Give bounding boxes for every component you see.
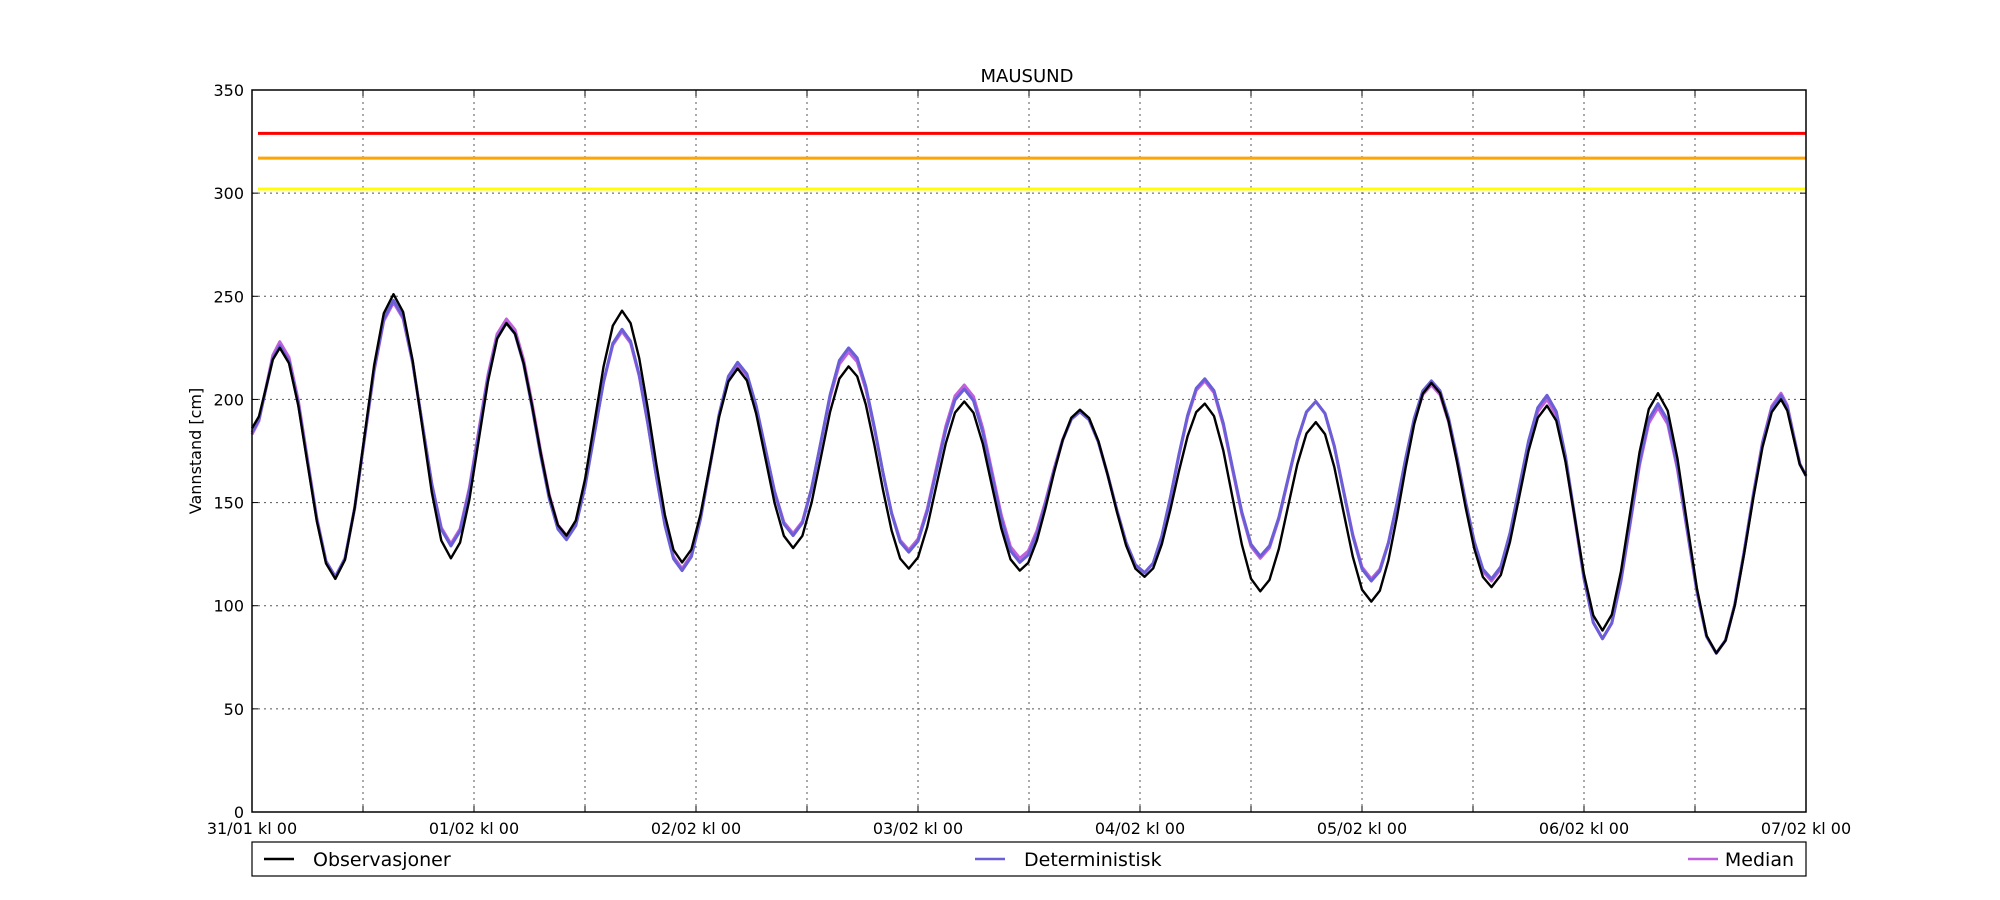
legend: Observasjoner Deterministisk Median (251, 841, 1807, 877)
series-lines (250, 293, 1808, 655)
y-tick-label: 300 (213, 184, 244, 203)
legend-box (251, 841, 1807, 877)
axis-ticks: 0 50 100 150 200 250 300 350 31/01 kl 00 01/02 kl… (207, 81, 1851, 838)
x-tick-label: 07/02 kl 00 (1761, 819, 1851, 838)
x-tick-label: 06/02 kl 00 (1539, 819, 1629, 838)
legend-label: Median (1725, 849, 1794, 871)
x-tick-label: 31/01 kl 00 (207, 819, 297, 838)
y-tick-label: 0 (234, 803, 244, 822)
y-tick-label: 250 (213, 287, 244, 306)
x-tick-label: 04/02 kl 00 (1095, 819, 1185, 838)
y-tick-label: 50 (224, 700, 244, 719)
y-axis-label: Vannstand [cm] (186, 388, 205, 514)
y-tick-label: 200 (213, 390, 244, 409)
x-tick-label: 01/02 kl 00 (429, 819, 519, 838)
chart-title: MAUSUND (981, 66, 1074, 87)
grid (252, 90, 1806, 812)
x-tick-label: 02/02 kl 00 (651, 819, 741, 838)
x-tick-label: 05/02 kl 00 (1317, 819, 1407, 838)
threshold-lines (258, 131, 1806, 191)
series-line-observasjoner (250, 293, 1808, 655)
y-tick-label: 100 (213, 597, 244, 616)
legend-label: Observasjoner (313, 849, 451, 871)
legend-label: Deterministisk (1024, 849, 1162, 871)
y-tick-label: 350 (213, 81, 244, 100)
x-tick-label: 03/02 kl 00 (873, 819, 963, 838)
y-tick-label: 150 (213, 494, 244, 513)
